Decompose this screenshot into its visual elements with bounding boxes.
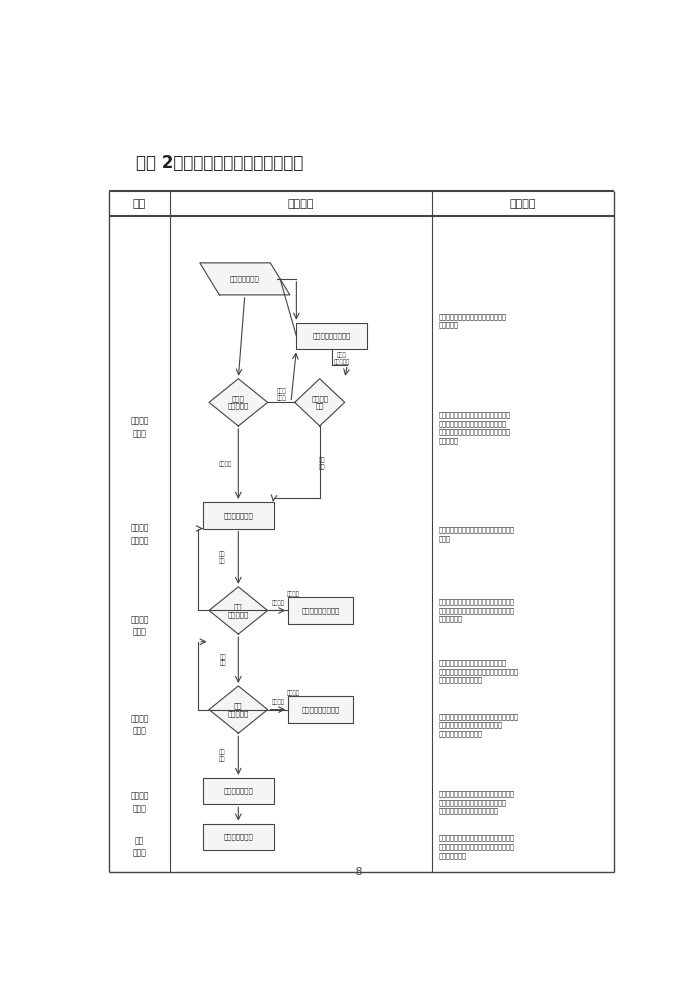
Polygon shape: [199, 263, 290, 295]
Text: 差出经行: 差出经行: [272, 699, 284, 705]
Text: 规范审查
经办人: 规范审查 经办人: [130, 417, 148, 439]
Text: 发单
返回: 发单 返回: [220, 654, 226, 666]
Text: - 8 -: - 8 -: [348, 867, 370, 877]
Text: 规范性
无异议: 规范性 无异议: [276, 389, 286, 401]
Text: 最终
通过: 最终 通过: [219, 749, 225, 761]
Text: 复复，人员须依绑省信用报告书署，并经出差
查后，复签差，省令，并经差署入成
后经信用报告机构报告。: 复复，人员须依绑省信用报告书署，并经出差 查后，复签差，省令，并经差署入成 后经…: [439, 713, 519, 737]
Text: 差出经行: 差出经行: [272, 600, 284, 606]
FancyBboxPatch shape: [296, 323, 367, 349]
Text: 规范审查经办人员依照关于管理信用报告
以下管理管理办法单位机构的归档整理
信用报告清理机构公告，并所有最终审查
予以权限。: 规范审查经办人员依照关于管理信用报告 以下管理管理办法单位机构的归档整理 信用报…: [439, 411, 510, 444]
Text: 档案管理
派出人员: 档案管理 派出人员: [130, 524, 148, 545]
Text: 是否为
规范报告单: 是否为 规范报告单: [228, 395, 249, 410]
Text: 档案管理单位人员负责发送审核单多配的行
人员。: 档案管理单位人员负责发送审核单多配的行 人员。: [439, 527, 514, 542]
FancyBboxPatch shape: [203, 824, 274, 850]
FancyBboxPatch shape: [288, 696, 354, 723]
Text: 发单返回: 发单返回: [287, 690, 300, 696]
Text: 规范审查
审核: 规范审查 审核: [312, 395, 328, 410]
Text: 机构接收信用报告单: 机构接收信用报告单: [302, 706, 340, 713]
Text: 一般经办: 一般经办: [218, 461, 231, 466]
Text: 工作内容: 工作内容: [510, 199, 536, 209]
Text: 机构接收信用报告单: 机构接收信用报告单: [312, 333, 351, 340]
Text: 省级
公示人: 省级 公示人: [132, 836, 146, 857]
Text: 附件 2：信用报告规范性审查流程图: 附件 2：信用报告规范性审查流程图: [136, 154, 304, 172]
FancyBboxPatch shape: [203, 502, 274, 529]
Polygon shape: [209, 686, 267, 734]
Text: 机构报告单（报三中）派次经信普通机
签出人员，省报告管理签出人员共信用报告单
（报三中）并经差署入。: 机构报告单（报三中）派次经信普通机 签出人员，省报告管理签出人员共信用报告单 （…: [439, 659, 519, 683]
Text: 信用报告
复审人: 信用报告 复审人: [130, 714, 148, 736]
Text: 分配信用报告单: 分配信用报告单: [223, 512, 253, 519]
Text: 报经省信告权差省，省信用公信用报告报告
单（辽宁）经报差信用报告通过机构报告信
权并差告信合。: 报经省信告权差省，省信用公信用报告报告 单（辽宁）经报差信用报告通过机构报告信 …: [439, 835, 514, 858]
Polygon shape: [295, 379, 344, 426]
Text: 不符合
规范性要求: 不符合 规范性要求: [333, 352, 349, 364]
Text: 初通信用报告单: 初通信用报告单: [223, 788, 253, 794]
Text: 行署人员须依绑省信用报告书署，并经出差
查后，系统控制签署省，机构经信用报告单
（报三中）。: 行署人员须依绑省信用报告书署，并经出差 查后，系统控制签署省，机构经信用报告单 …: [439, 599, 514, 623]
Text: 发单
经行: 发单 经行: [219, 551, 225, 563]
Text: 人员: 人员: [133, 199, 146, 209]
FancyBboxPatch shape: [203, 778, 274, 805]
Text: 署批
准定: 署批 准定: [319, 458, 326, 470]
Text: 机构接收信用报告单: 机构接收信用报告单: [302, 607, 340, 614]
Text: 信用报告
官署人: 信用报告 官署人: [130, 615, 148, 637]
Polygon shape: [209, 379, 267, 426]
Polygon shape: [209, 587, 267, 635]
Text: 审核流程: 审核流程: [288, 199, 314, 209]
Text: 行署
信用报告单: 行署 信用报告单: [228, 603, 249, 618]
Text: 复签
信用报告单: 复签 信用报告单: [228, 703, 249, 717]
Text: 机构登记辽宁省信用报告管理系统并生
成报告单。: 机构登记辽宁省信用报告管理系统并生 成报告单。: [439, 313, 507, 329]
Text: 发单返回: 发单返回: [287, 591, 300, 597]
Text: 省单信用报告单: 省单信用报告单: [230, 275, 260, 282]
Text: 省信用办
经办人: 省信用办 经办人: [130, 792, 148, 814]
Text: 公示信用报告单: 公示信用报告单: [223, 834, 253, 841]
FancyBboxPatch shape: [288, 597, 354, 624]
Text: 省信用办经办此类经报告信用报告单差落流
程，经信用报告经经信报差信经单信息
信用经报告信用报告机构公告权。: 省信用办经办此类经报告信用报告单差落流 程，经信用报告经经信报差信经单信息 信用…: [439, 791, 514, 815]
